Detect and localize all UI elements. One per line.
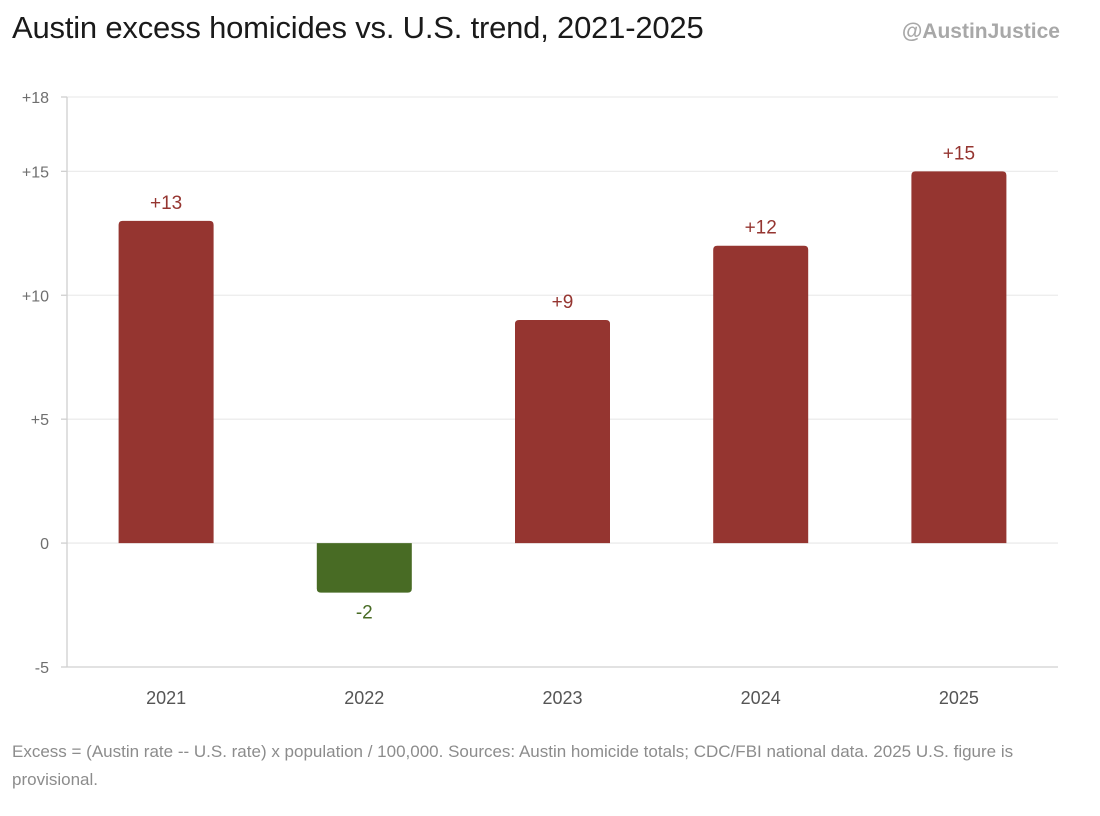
x-tick-label-2021: 2021: [146, 688, 186, 708]
y-tick-label: 0: [40, 536, 49, 553]
bar-2021: [118, 220, 214, 544]
data-label-2024: +12: [745, 218, 777, 239]
bar-2023: [515, 320, 610, 544]
data-label-2021: +13: [150, 193, 182, 214]
y-tick-label: -5: [35, 660, 49, 677]
data-label-2025: +15: [943, 143, 975, 164]
data-label-2023: +9: [552, 292, 574, 313]
x-tick-label-2022: 2022: [344, 688, 384, 708]
y-tick-label: +5: [31, 412, 49, 429]
bar-2024: [713, 245, 809, 544]
x-tick-label-2024: 2024: [741, 688, 781, 708]
chart-title: Austin excess homicides vs. U.S. trend, …: [12, 10, 704, 45]
y-tick-label: +18: [22, 90, 49, 107]
x-tick-label-2025: 2025: [939, 688, 979, 708]
bar-2025: [911, 171, 1007, 544]
chart-footnote: Excess = (Austin rate -- U.S. rate) x po…: [12, 742, 1014, 789]
source-handle: @AustinJustice: [901, 20, 1060, 43]
y-tick-label: +15: [22, 164, 49, 181]
data-label-2022: -2: [356, 603, 373, 624]
y-tick-label: +10: [22, 288, 49, 305]
bar-chart: -5 0 +5 +10 +15 +18 +13 2021 -2 2022 +9 2023 +12 2024…: [22, 90, 1058, 708]
bar-2022: [316, 543, 412, 593]
x-tick-label-2023: 2023: [542, 688, 582, 708]
